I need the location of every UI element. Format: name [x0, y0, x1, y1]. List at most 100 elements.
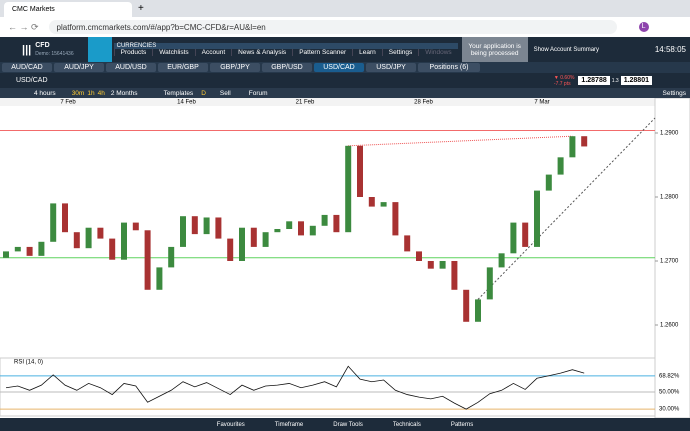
symbol: USD/CAD — [16, 77, 48, 84]
menu-item[interactable]: Settings — [381, 49, 419, 56]
candle-body — [321, 214, 328, 226]
instrument-tab[interactable]: AUD/CAD — [2, 63, 52, 72]
d[interactable]: D — [201, 89, 206, 97]
instrument-tab[interactable]: AUD/JPY — [54, 63, 104, 72]
candle-body — [62, 203, 68, 233]
candle-body — [545, 174, 552, 191]
trend-line — [477, 117, 656, 300]
tab-bar: CMC Markets + — [0, 0, 690, 17]
footer-item[interactable]: Draw Tools — [333, 421, 363, 428]
date-label: 7 Mar — [534, 100, 549, 106]
footer-item[interactable]: Technicals — [392, 421, 421, 428]
candle-body — [109, 238, 116, 260]
trend-line — [348, 135, 573, 147]
summary[interactable]: Show Account Summary — [533, 46, 600, 53]
toolbar: 4 hours 30m 1h 4h 2 Months Templates D Sel… — [0, 88, 690, 98]
y-tick-label: 1.2700 — [660, 259, 679, 265]
candle-body — [439, 260, 446, 269]
candle-body — [368, 196, 375, 207]
candle-body — [274, 228, 281, 233]
candle-body — [132, 222, 139, 231]
app-header: ||| CFD Demo: 15641436 CURRENCIES Products… — [0, 37, 690, 62]
candle-body — [534, 190, 540, 247]
candle-body — [427, 260, 434, 269]
instrument-tabs: AUD/CAD AUD/JPY AUD/USD EUR/GBP GBP/JPY GBP/U… — [0, 62, 690, 73]
chart: 7 Feb 14 Feb 21 Feb 28 Feb 7 Mar 1.2900 1.2800… — [0, 98, 690, 418]
candle-body — [85, 227, 92, 249]
spread: 1.3 — [611, 77, 619, 84]
candle-body — [510, 222, 517, 254]
forum[interactable]: Forum — [248, 89, 268, 97]
instrument-tab[interactable]: USD/CAD — [314, 63, 364, 72]
candle-body — [180, 216, 186, 247]
candle-body — [475, 299, 481, 322]
candle-body — [581, 136, 588, 147]
footer-item[interactable]: Timeframe — [274, 421, 304, 428]
browser-tab[interactable]: CMC Markets — [4, 2, 132, 17]
menu-item[interactable]: Pattern Scanner — [292, 49, 352, 56]
sell-price[interactable]: 1.28788 — [578, 76, 610, 85]
templates[interactable]: Templates — [163, 89, 194, 97]
candle-body — [498, 253, 505, 268]
currencies-tab[interactable]: CURRENCIES — [113, 43, 458, 49]
chart-header: USD/CAD ▼ 0.60% -7.7 pts 1.28788 1.3 1.28… — [0, 73, 690, 88]
change: ▼ 0.60% — [553, 74, 575, 81]
candle-body — [357, 145, 363, 197]
candle-body — [463, 289, 470, 322]
candle-body — [451, 260, 458, 290]
rsi-title: RSI (14, 0) — [14, 360, 43, 366]
menu-item[interactable]: Watchlists — [152, 49, 194, 56]
timeframe[interactable]: 4 hours — [34, 89, 56, 97]
interval[interactable]: 4h — [97, 89, 105, 97]
candle-body — [168, 246, 175, 268]
instrument-tab[interactable]: USD/JPY — [366, 63, 416, 72]
instrument-tab[interactable]: EUR/GBP — [158, 63, 208, 72]
rsi-panel — [0, 357, 656, 417]
search[interactable] — [87, 37, 112, 62]
menu-item[interactable]: Windows — [418, 49, 457, 56]
candle-body — [156, 267, 163, 290]
candle-body — [203, 217, 210, 235]
candle-body — [557, 157, 564, 175]
range[interactable]: 2 Months — [110, 89, 138, 97]
y-tick-label: 68.82% — [659, 373, 680, 379]
sell[interactable]: Sell — [219, 89, 231, 97]
candle-body — [250, 227, 257, 247]
candle-body — [345, 145, 352, 233]
avatar[interactable]: L — [638, 22, 649, 32]
instrument-tab[interactable]: GBP/USD — [262, 63, 312, 72]
instrument-tab[interactable]: Positions (6) — [418, 63, 480, 72]
interval[interactable]: 30m — [71, 89, 85, 97]
candle-body — [73, 232, 80, 249]
menu-item[interactable]: News & Analysis — [231, 49, 292, 56]
account: Demo: 15641436 — [35, 50, 74, 57]
candle-body — [404, 235, 411, 252]
candle-body — [392, 202, 399, 236]
candle-body — [97, 227, 104, 239]
address-bar: ← → ⟳ platform.cmcmarkets.com/#/app?b=CM… — [0, 17, 690, 38]
footer-item[interactable]: Patterns — [450, 421, 474, 428]
url[interactable]: platform.cmcmarkets.com/#/app?b=CMC-CFD&… — [48, 20, 617, 34]
menu-item[interactable]: Learn — [352, 49, 382, 56]
candle-body — [144, 230, 151, 290]
footer: Favourites Timeframe Draw Tools Technicals P… — [0, 418, 690, 431]
interval[interactable]: 1h — [87, 89, 95, 97]
footer-item[interactable]: Favourites — [216, 421, 245, 428]
candle-body — [333, 214, 340, 233]
candle-body — [416, 251, 422, 261]
instrument-tab[interactable]: GBP/JPY — [210, 63, 260, 72]
candle-body — [3, 251, 9, 258]
menu-item[interactable]: Account — [194, 49, 232, 56]
menu-item[interactable]: Products — [113, 49, 153, 56]
date-label: 14 Feb — [177, 100, 196, 106]
instrument-tab[interactable]: AUD/USD — [106, 63, 156, 72]
y-tick-label: 50.00% — [659, 390, 680, 396]
candle-body — [309, 225, 316, 236]
settings[interactable]: Settings — [662, 89, 687, 97]
buy-price[interactable]: 1.28801 — [620, 76, 652, 85]
y-tick-label: 30.00% — [659, 407, 680, 413]
rsi-line — [5, 365, 585, 410]
date-label: 21 Feb — [296, 100, 315, 106]
y-tick-label: 1.2800 — [660, 195, 679, 201]
